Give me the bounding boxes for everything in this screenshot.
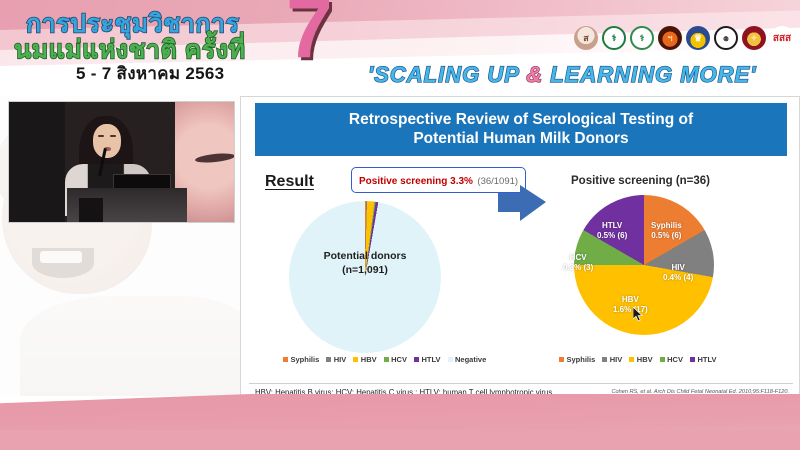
pink-wedge-lower — [0, 430, 800, 450]
legend-item-hiv-right: HIV — [602, 355, 622, 364]
logo-ministry-health-2: ⚕ — [630, 26, 654, 50]
slide-footnote: HBV: Hepatitis B virus; HCV: Hepatitis C… — [249, 383, 793, 400]
conference-header-banner: การประชุมวิชาการ นมแม่แห่งชาติ ครั้งที่ … — [0, 0, 800, 95]
legend-item-htlv: HTLV — [413, 355, 441, 364]
legend-left: Syphilis HIV HBV HCV HTLV Negative — [283, 355, 486, 364]
legend-swatch-htlv-right — [689, 357, 695, 362]
legend-swatch-hcv-right — [659, 357, 665, 362]
legend-swatch-hcv — [383, 357, 389, 362]
pie-chart-potential-donors — [289, 201, 441, 353]
legend-swatch-syphilis — [283, 357, 288, 362]
right-arrow-icon — [498, 185, 546, 221]
logo-thaihealth: สสส — [770, 26, 794, 50]
speaker-face — [93, 124, 121, 158]
mouse-cursor — [633, 307, 643, 322]
legend-label-hcv: HCV — [391, 355, 407, 364]
speaker-eye-left — [98, 135, 104, 137]
legend-swatch-negative — [447, 357, 453, 362]
slide-content: Retrospective Review of Serological Test… — [240, 96, 800, 406]
tagline-part2: LEARNING MORE' — [543, 61, 757, 87]
legend-item-syphilis-right: Syphilis — [559, 355, 595, 364]
legend-swatch-hbv — [353, 357, 359, 362]
legend-right: Syphilis HIV HBV HCV HTLV — [559, 355, 717, 364]
legend-label-hiv-right: HIV — [609, 355, 623, 364]
legend-swatch-hiv — [326, 357, 332, 362]
pie-chart-positive-screening — [574, 195, 714, 335]
conference-tagline: 'SCALING UP & LEARNING MORE' — [367, 61, 757, 88]
logo-thai-emblem: ฯ — [658, 26, 682, 50]
legend-label-hbv-right: HBV — [636, 355, 653, 364]
legend-label-negative: Negative — [455, 355, 487, 364]
conference-date-thai: 5 - 7 สิงหาคม 2563 — [76, 64, 225, 83]
legend-label-htlv-right: HTLV — [697, 355, 717, 364]
slide-title: Retrospective Review of Serological Test… — [255, 103, 787, 156]
result-heading: Result — [265, 173, 314, 190]
pie-right-title: Positive screening (n=36) — [571, 175, 711, 187]
legend-swatch-syphilis-right — [559, 357, 564, 362]
speaker-video-panel[interactable] — [8, 101, 235, 223]
logo-red-seal: ✦ — [742, 26, 766, 50]
callout-fraction: (36/1091) — [477, 176, 519, 187]
footnote-abbreviations: HBV: Hepatitis B virus; HCV: Hepatitis C… — [255, 387, 553, 397]
pie-slice-label-hiv: HIV 0.4% (4) — [663, 263, 694, 283]
logo-royal-seal: ส — [574, 26, 598, 50]
legend-item-syphilis: Syphilis — [283, 355, 319, 364]
legend-swatch-htlv — [413, 357, 419, 362]
pie-slice-label-hbv: HBV 1.6% (17) — [613, 295, 648, 315]
footnote-citation: Cohen RS, et al. Arch Dis Child Fetal Ne… — [611, 389, 789, 395]
legend-label-hcv-right: HCV — [667, 355, 683, 364]
stage-wall-left — [9, 102, 65, 222]
legend-label-syphilis: Syphilis — [290, 355, 320, 364]
slide-title-line2: Potential Human Milk Donors — [413, 129, 629, 147]
logo-crown-emblem: ♕ — [686, 26, 710, 50]
tagline-ampersand: & — [526, 61, 544, 87]
sponsor-logo-row: ส ⚕ ⚕ ฯ ♕ ๏ ✦ สสส — [574, 26, 794, 50]
pie-left-label-line2: (n=1,091) — [342, 264, 388, 277]
callout-percent: Positive screening 3.3% — [359, 176, 473, 187]
legend-item-hiv: HIV — [326, 355, 346, 364]
slide-title-line1: Retrospective Review of Serological Test… — [348, 110, 694, 128]
legend-label-htlv: HTLV — [421, 355, 441, 364]
podium-panel — [79, 198, 103, 222]
legend-item-hbv: HBV — [353, 355, 377, 364]
logo-university-seal: ๏ — [714, 26, 738, 50]
legend-item-hcv-right: HCV — [659, 355, 683, 364]
pie-slice-label-htlv: HTLV 0.5% (6) — [597, 221, 628, 241]
positive-screening-callout: Positive screening 3.3% (36/1091) — [351, 167, 527, 193]
legend-swatch-hbv-right — [629, 357, 635, 362]
legend-label-syphilis-right: Syphilis — [566, 355, 596, 364]
legend-item-hbv-right: HBV — [629, 355, 653, 364]
conference-edition-number: 7 — [286, 0, 333, 75]
pie-slice-label-hcv: HCV 0.3% (3) — [563, 253, 594, 273]
bottom-pink-band — [0, 394, 800, 450]
conference-title-thai-line2: นมแม่แห่งชาติ ครั้งที่ — [13, 35, 246, 65]
tagline-part1: 'SCALING UP — [367, 61, 527, 87]
legend-item-negative: Negative — [447, 355, 487, 364]
logo-ministry-health-1: ⚕ — [602, 26, 626, 50]
speaker-mouth — [104, 147, 111, 151]
conference-title-thai-line1: การประชุมวิชาการ — [25, 9, 240, 39]
speaker-eye-right — [110, 135, 116, 137]
legend-swatch-hiv-right — [602, 357, 608, 362]
pie-left-center-label: Potential donors (n=1,091) — [289, 249, 441, 277]
legend-item-htlv-right: HTLV — [689, 355, 717, 364]
legend-item-hcv: HCV — [383, 355, 407, 364]
pie-slice-label-syphilis: Syphilis 0.5% (6) — [651, 221, 682, 241]
legend-label-hbv: HBV — [360, 355, 377, 364]
pie-left-label-line1: Potential donors — [323, 250, 407, 262]
legend-label-hiv: HIV — [333, 355, 347, 364]
